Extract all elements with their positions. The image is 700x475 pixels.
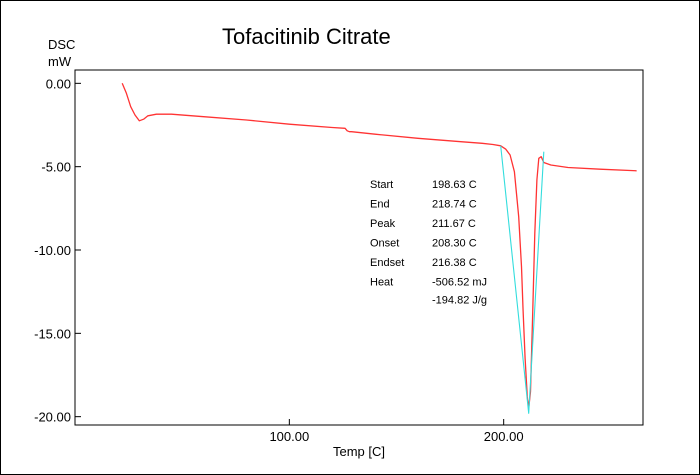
dsc-curve	[121, 83, 637, 409]
y-tick-label: -20.00	[34, 410, 71, 425]
x-tick-label: 200.00	[484, 429, 524, 444]
annotation-value: 218.74 C	[432, 199, 477, 211]
baseline-analysis-line	[500, 145, 545, 414]
chart-title: Tofacitinib Citrate	[222, 24, 391, 49]
y-tick-label: -5.00	[41, 160, 71, 175]
y-axis-label: DSC	[48, 37, 76, 52]
annotation-label: Heat	[370, 277, 393, 289]
annotation-value: -506.52 mJ	[432, 277, 487, 289]
annotation-label: Endset	[370, 257, 404, 269]
y-tick-label: 0.00	[46, 76, 71, 91]
annotation-label: Start	[370, 179, 393, 191]
x-axis-label: Temp [C]	[333, 444, 385, 459]
annotation-value: 198.63 C	[432, 179, 477, 191]
annotation-value: 216.38 C	[432, 257, 477, 269]
plot-area	[74, 69, 644, 426]
annotation-label: End	[370, 199, 390, 211]
annotation-label: Onset	[370, 238, 399, 250]
y-axis-unit: mW	[48, 54, 72, 69]
annotation-value: 208.30 C	[432, 238, 477, 250]
y-tick-label: -10.00	[34, 243, 71, 258]
annotation-value: 211.67 C	[432, 218, 476, 230]
x-tick-label: 100.00	[269, 429, 309, 444]
y-tick-label: -15.00	[34, 326, 71, 341]
annotation-value: -194.82 J/g	[432, 295, 487, 307]
annotation-label: Peak	[370, 218, 396, 230]
